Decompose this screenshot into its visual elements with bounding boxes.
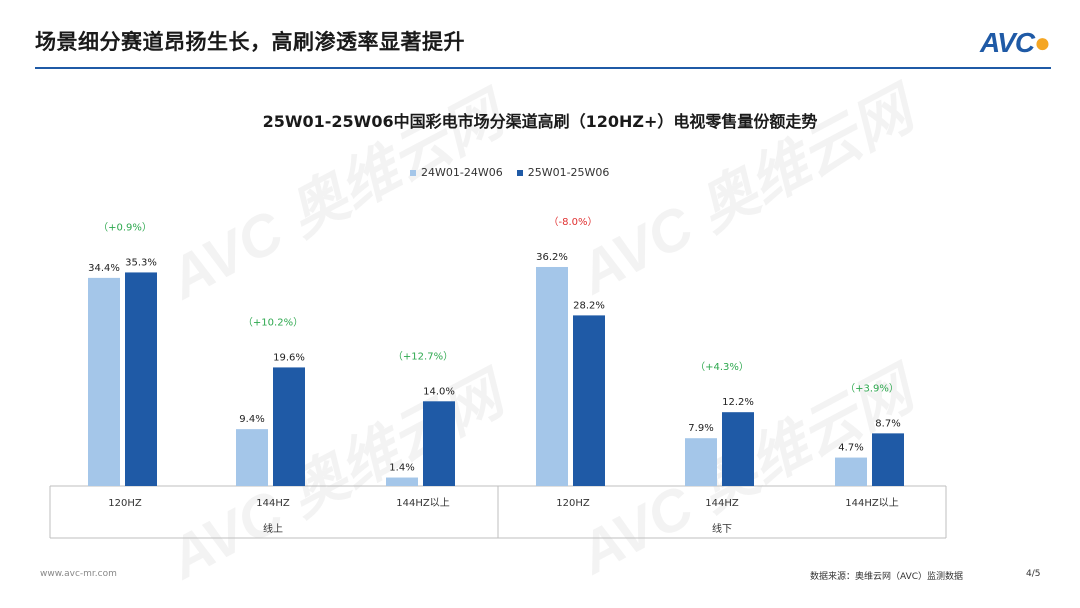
logo-text: AVC [980,27,1035,58]
tick-label: 144HZ [256,498,290,509]
data-label: 14.0% [423,386,455,397]
avc-logo: AVC● [980,27,1051,59]
change-label: （+0.9%） [98,221,152,233]
bar [685,438,717,486]
tick-label: 144HZ以上 [396,497,449,509]
tick-label: 144HZ [705,498,739,509]
bar [386,477,418,486]
change-label: （+10.2%） [243,316,303,328]
change-label: （+12.7%） [393,350,453,362]
data-label: 1.4% [389,463,414,474]
data-label: 28.2% [573,300,605,311]
footer-website: www.avc-mr.com [40,569,117,579]
change-label: （+3.9%） [845,382,899,394]
header-divider [35,67,1051,69]
data-label: 9.4% [239,414,264,425]
legend-swatch-dark-icon [516,169,523,176]
bar [236,429,268,486]
tick-label: 120HZ [556,498,590,509]
data-label: 19.6% [273,352,305,363]
logo-dot-icon: ● [1034,27,1051,58]
data-label: 4.7% [838,443,863,454]
legend-label: 25W01-25W06 [527,166,610,179]
chart-legend: 24W01-24W06 25W01-25W06 [410,166,609,179]
change-label: （-8.0%） [548,216,597,228]
bar [872,433,904,486]
legend-item-series-1: 24W01-24W06 [410,166,503,179]
bar [273,367,305,486]
legend-label: 24W01-24W06 [421,166,503,179]
page-title: 场景细分赛道昂扬生长，高刷渗透率显著提升 [35,30,465,54]
bar [125,272,157,486]
data-label: 7.9% [688,423,713,434]
legend-item-series-2: 25W01-25W06 [516,166,610,179]
group-label: 线下 [712,522,732,535]
bar [423,401,455,486]
data-label: 35.3% [125,257,157,268]
footer-source: 数据来源：奥维云网（AVC）监测数据 [810,572,964,582]
bar [722,412,754,486]
bar [88,277,120,486]
page-number: 4/5 [1026,569,1041,579]
data-label: 12.2% [722,397,754,408]
data-label: 34.4% [88,263,120,274]
change-label: （+4.3%） [695,361,749,373]
bar [536,266,568,486]
tick-label: 120HZ [108,498,142,509]
bar [835,457,867,486]
bar [573,315,605,486]
group-label: 线上 [263,522,283,535]
data-label: 36.2% [536,252,568,263]
legend-swatch-light-icon [410,169,416,176]
tick-label: 144HZ以上 [845,497,898,509]
chart-title: 25W01-25W06中国彩电市场分渠道高刷（120HZ+）电视零售量份额走势 [262,112,818,131]
data-label: 8.7% [875,418,900,429]
